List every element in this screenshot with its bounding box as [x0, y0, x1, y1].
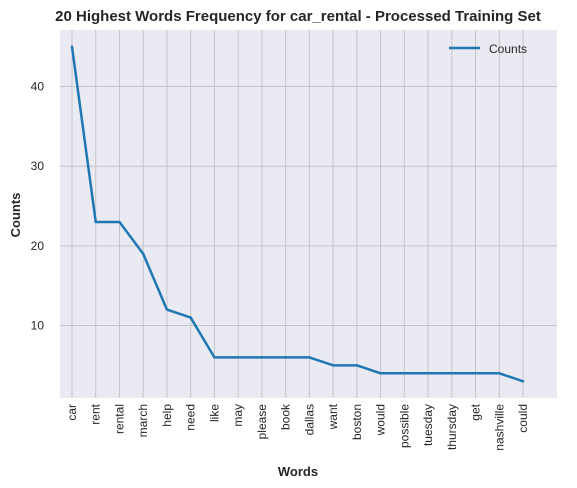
point-possible — [403, 372, 406, 375]
point-please — [260, 356, 264, 359]
point-tuesday — [426, 372, 430, 375]
point-would — [379, 372, 382, 375]
point-boston — [355, 364, 359, 367]
point-rental — [118, 220, 121, 224]
point-rent — [94, 220, 97, 224]
series-line-counts — [70, 45, 525, 383]
y-tick-30: 30 — [31, 159, 45, 173]
point-like — [213, 356, 216, 359]
legend-label-counts: Counts — [489, 42, 527, 56]
x-tick-book: book — [279, 403, 293, 430]
x-tick-get: get — [469, 403, 483, 420]
x-tick-need: need — [184, 404, 198, 431]
point-car — [70, 45, 74, 48]
horizontal-gridlines — [60, 86, 557, 327]
series-layer — [70, 45, 525, 383]
x-tick-rental: rental — [112, 404, 126, 434]
x-tick-help: help — [160, 404, 174, 427]
point-nashville — [498, 372, 501, 375]
point-get — [474, 372, 477, 375]
point-need — [189, 316, 192, 319]
x-tick-car: car — [65, 404, 79, 421]
x-tick-could: could — [516, 404, 530, 433]
x-tick-rent: rent — [89, 403, 103, 424]
y-tick-20: 20 — [31, 239, 45, 253]
x-tick-want: want — [326, 403, 340, 430]
point-thursday — [450, 372, 453, 375]
x-tick-boston: boston — [350, 404, 364, 440]
y-tick-40: 40 — [31, 80, 45, 94]
x-tick-thursday: thursday — [445, 404, 459, 450]
y-tick-labels: 10 20 30 40 — [31, 80, 45, 333]
point-may — [236, 356, 240, 359]
x-tick-would: would — [374, 404, 388, 436]
x-tick-nashville: nashville — [492, 404, 506, 451]
point-want — [331, 364, 335, 367]
point-dallas — [308, 356, 311, 359]
plot-area — [60, 30, 557, 398]
vertical-gridlines — [71, 30, 524, 398]
x-axis-label: Words — [278, 464, 318, 479]
legend: Counts — [449, 42, 527, 56]
x-tick-labels: car rent rental march help need like may please b… — [65, 403, 530, 451]
point-could — [521, 380, 525, 383]
chart-title: 20 Highest Words Frequency for car_renta… — [55, 8, 541, 25]
y-axis-label: Counts — [8, 193, 23, 238]
x-tick-possible: possible — [397, 404, 411, 448]
point-book — [284, 356, 287, 359]
x-tick-like: like — [207, 404, 221, 422]
x-tick-may: may — [231, 404, 245, 427]
point-help — [165, 308, 169, 311]
point-march — [142, 252, 145, 256]
y-tick-10: 10 — [31, 319, 45, 333]
x-tick-tuesday: tuesday — [421, 404, 435, 446]
x-tick-dallas: dallas — [302, 404, 316, 435]
x-tick-please: please — [255, 404, 269, 440]
x-tick-march: march — [136, 404, 150, 437]
